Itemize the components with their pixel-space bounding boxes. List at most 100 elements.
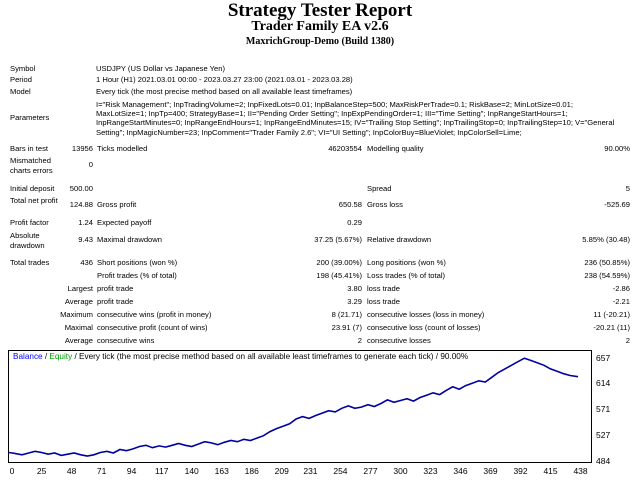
- initial-deposit-value: 500.00: [69, 184, 93, 193]
- period-label: Period: [10, 75, 32, 84]
- account-name: MaxrichGroup-Demo (Build 1380): [245, 36, 395, 47]
- avg-profit-value: 3.29: [347, 297, 362, 306]
- model-label: Model: [10, 87, 31, 96]
- rel-dd-value: 5.85% (30.48): [582, 235, 630, 244]
- avg-loss-label: loss trade: [367, 297, 400, 306]
- spread-label: Spread: [367, 184, 392, 193]
- gross-loss-label: Gross loss: [367, 200, 403, 209]
- mismatch-value: 0: [88, 160, 93, 169]
- gross-profit-label: Gross profit: [97, 200, 137, 209]
- net-profit-label: Total net profit: [10, 196, 58, 205]
- avg-profit-label: profit trade: [97, 297, 134, 306]
- spread-value: 5: [625, 184, 630, 193]
- profit-trades-value: 198 (45.41%): [316, 271, 362, 280]
- profit-factor-label: Profit factor: [10, 218, 49, 227]
- chart-title-rest: / Every tick (the most precise method ba…: [72, 352, 469, 361]
- x-tick-label: 254: [333, 466, 348, 476]
- symbol-value: USDJPY (US Dollar vs Japanese Yen): [96, 64, 226, 73]
- bars-label: Bars in test: [10, 144, 48, 153]
- x-tick-label: 392: [513, 466, 528, 476]
- chart-frame: Balance / Equity / Every tick (the most …: [8, 350, 592, 463]
- avg-cons-losses-label: consecutive losses: [367, 336, 431, 345]
- long-value: 236 (50.85%): [584, 258, 630, 267]
- x-tick-label: 369: [483, 466, 498, 476]
- gross-loss-value: -525.69: [604, 200, 630, 209]
- x-tick-label: 209: [274, 466, 289, 476]
- total-trades-label: Total trades: [10, 258, 50, 267]
- expected-payoff-value: 0.29: [347, 218, 362, 227]
- quality-value: 90.00%: [604, 144, 630, 153]
- ticks-value: 46203554: [328, 144, 362, 153]
- ticks-label: Ticks modelled: [97, 144, 148, 153]
- max-cons-wins-label: consecutive wins (profit in money): [97, 310, 212, 319]
- x-tick-label: 163: [214, 466, 229, 476]
- y-tick-label: 614: [596, 378, 611, 389]
- y-tick-label: 657: [596, 352, 611, 363]
- parameters-value: I="Risk Management"; InpTradingVolume=2;…: [96, 100, 615, 137]
- maximal-label: Maximal: [64, 323, 93, 332]
- initial-deposit-label: Initial deposit: [10, 184, 55, 193]
- y-tick-label: 484: [596, 456, 611, 466]
- maximal-cons-profit-value: 23.91 (7): [331, 323, 362, 332]
- abs-dd-value: 9.43: [78, 235, 93, 244]
- x-tick-label: 438: [573, 466, 588, 476]
- x-tick-label: 346: [453, 466, 468, 476]
- long-label: Long positions (won %): [367, 258, 446, 267]
- max-dd-label: Maximal drawdown: [97, 235, 162, 244]
- model-value: Every tick (the most precise method base…: [96, 87, 353, 96]
- maximal-cons-loss-value: -20.21 (11): [593, 323, 630, 332]
- chart-title: Balance / Equity / Every tick (the most …: [13, 352, 468, 361]
- largest-profit-value: 3.80: [347, 284, 362, 293]
- x-tick-label: 0: [9, 466, 15, 476]
- profit-trades-label: Profit trades (% of total): [97, 271, 177, 280]
- gross-profit-value: 650.58: [338, 200, 362, 209]
- balance-line: [9, 357, 579, 457]
- profit-factor-value: 1.24: [78, 218, 93, 227]
- max-cons-wins-value: 8 (21.71): [331, 310, 362, 319]
- x-tick-label: 300: [393, 466, 408, 476]
- balance-chart: Balance / Equity / Every tick (the most …: [8, 350, 632, 476]
- x-tick-label: 415: [543, 466, 558, 476]
- chart-plot: [9, 357, 579, 457]
- expected-payoff-label: Expected payoff: [97, 218, 152, 227]
- maximal-cons-profit-label: consecutive profit (count of wins): [97, 323, 208, 332]
- largest-profit-label: profit trade: [97, 284, 134, 293]
- x-tick-label: 94: [126, 466, 137, 476]
- total-trades-value: 436: [80, 258, 93, 267]
- average2-label: Average: [64, 336, 93, 345]
- loss-trades-value: 238 (54.59%): [584, 271, 630, 280]
- x-tick-label: 71: [96, 466, 107, 476]
- x-tick-label: 25: [36, 466, 47, 476]
- x-tick-label: 277: [363, 466, 378, 476]
- avg-cons-wins-label: consecutive wins: [97, 336, 155, 345]
- x-tick-label: 140: [184, 466, 199, 476]
- avg-cons-wins-value: 2: [357, 336, 362, 345]
- x-tick-label: 48: [66, 466, 77, 476]
- report-title: Strategy Tester Report: [227, 0, 413, 21]
- period-value: 1 Hour (H1) 2021.03.01 00:00 - 2023.03.2…: [96, 75, 353, 84]
- largest-loss-value: -2.86: [612, 284, 630, 293]
- symbol-label: Symbol: [10, 64, 36, 73]
- mismatch-label: Mismatched charts errors: [10, 156, 53, 175]
- net-profit-value: 124.88: [69, 200, 93, 209]
- short-label: Short positions (won %): [97, 258, 178, 267]
- parameters-label: Parameters: [10, 113, 50, 122]
- abs-dd-label: Absolute drawdown: [10, 231, 45, 250]
- y-tick-label: 527: [596, 430, 611, 441]
- avg-loss-value: -2.21: [612, 297, 630, 306]
- max-cons-losses-label: consecutive losses (loss in money): [367, 310, 485, 319]
- average-label: Average: [64, 297, 93, 306]
- rel-dd-label: Relative drawdown: [367, 235, 432, 244]
- short-value: 200 (39.00%): [316, 258, 362, 267]
- largest-label: Largest: [67, 284, 93, 293]
- legend-balance: Balance: [13, 352, 43, 361]
- x-tick-label: 186: [244, 466, 259, 476]
- max-dd-value: 37.25 (5.67%): [314, 235, 362, 244]
- maximal-cons-loss-label: consecutive loss (count of losses): [367, 323, 481, 332]
- maximum-label: Maximum: [60, 310, 93, 319]
- x-tick-label: 231: [303, 466, 318, 476]
- largest-loss-label: loss trade: [367, 284, 400, 293]
- ea-name: Trader Family EA v2.6: [251, 19, 389, 34]
- bars-value: 13956: [71, 144, 93, 153]
- x-tick-label: 323: [423, 466, 438, 476]
